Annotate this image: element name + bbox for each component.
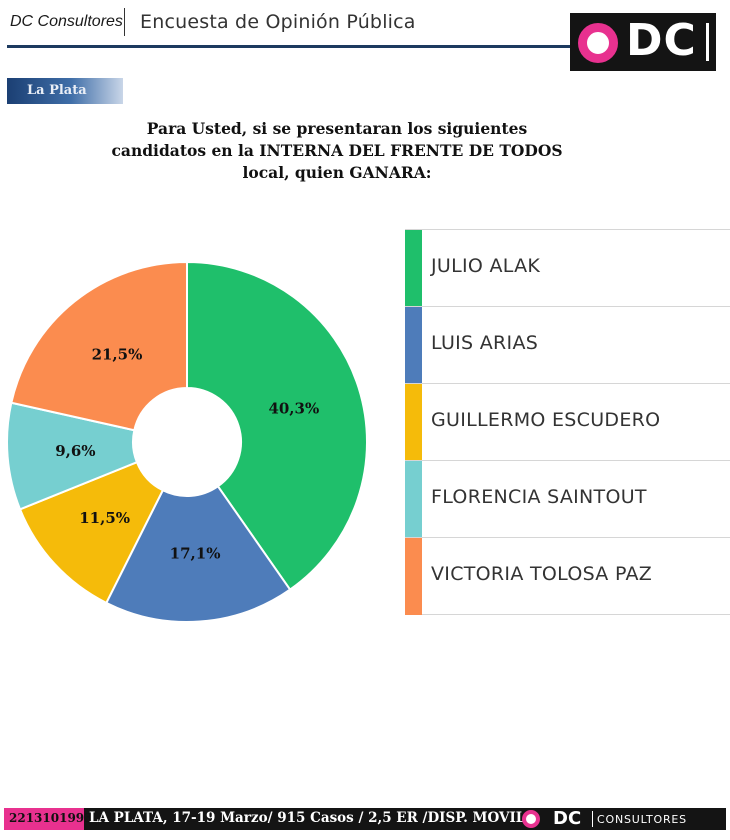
header: DC Consultores Encuesta de Opinión Públi… <box>0 0 730 75</box>
pie-slice-1 <box>104 484 292 623</box>
slice-label-2: 11,5% <box>79 509 130 527</box>
legend-item-4: VICTORIA TOLOSA PAZ <box>405 537 730 615</box>
footer-brand-word: CONSULTORES <box>597 813 687 826</box>
survey-info: LA PLATA, 17-19 Marzo/ 915 Casos / 2,5 E… <box>89 810 526 826</box>
legend-swatch <box>405 461 422 538</box>
survey-title: Encuesta de Opinión Pública <box>140 11 416 33</box>
legend-swatch <box>405 307 422 384</box>
legend-label: LUIS ARIAS <box>431 332 539 354</box>
brand-name: DC Consultores <box>10 13 123 30</box>
logo-ring-icon <box>578 23 618 63</box>
pie-slice-0 <box>186 260 368 591</box>
slice-label-0: 40,3% <box>268 399 319 417</box>
legend-label: GUILLERMO ESCUDERO <box>431 409 661 431</box>
header-separator <box>124 8 125 36</box>
footer-logo-text: DC <box>553 808 582 829</box>
slice-label-1: 17,1% <box>170 545 221 563</box>
slice-label-4: 21,5% <box>92 346 143 364</box>
question-text: Para Usted, si se presentaran los siguie… <box>111 119 563 182</box>
header-rule <box>7 45 570 48</box>
donut-chart: 40,3% 17,1% 11,5% 9,6% 21,5% <box>6 260 368 623</box>
slice-label-3: 9,6% <box>55 442 95 460</box>
legend-item-2: GUILLERMO ESCUDERO <box>405 383 730 461</box>
odc-logo: DC <box>570 13 716 71</box>
footer-logo-bar <box>592 811 593 827</box>
legend-item-1: LUIS ARIAS <box>405 306 730 384</box>
legend-label: VICTORIA TOLOSA PAZ <box>431 563 653 585</box>
legend-label: JULIO ALAK <box>431 255 541 277</box>
legend-label: FLORENCIA SAINTOUT <box>431 486 647 508</box>
pie-slice-2 <box>18 460 165 605</box>
location-tag: La Plata <box>7 78 123 104</box>
legend-swatch <box>405 230 422 307</box>
legend-item-0: JULIO ALAK <box>405 229 730 307</box>
chart-legend: JULIO ALAK LUIS ARIAS GUILLERMO ESCUDERO FL… <box>405 229 730 615</box>
pie-slice-4 <box>10 260 188 432</box>
legend-swatch <box>405 384 422 461</box>
phone-number: 2213101993 <box>9 811 93 825</box>
phone-badge: 2213101993 <box>4 808 93 830</box>
location-label: La Plata <box>27 83 87 98</box>
footer-bar: 2213101993 LA PLATA, 17-19 Marzo/ 915 Ca… <box>4 808 726 830</box>
footer-logo-ring-icon <box>522 810 540 828</box>
legend-item-3: FLORENCIA SAINTOUT <box>405 460 730 538</box>
legend-swatch <box>405 538 422 615</box>
logo-bar <box>706 23 709 61</box>
logo-text: DC <box>626 15 697 66</box>
